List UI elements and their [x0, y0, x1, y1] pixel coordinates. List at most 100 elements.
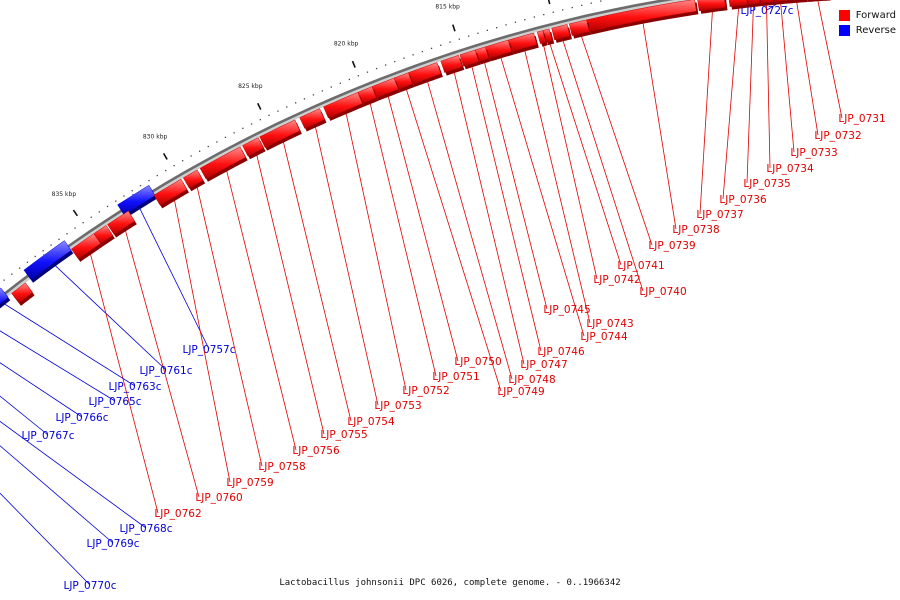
gene-LJP_0747[interactable]: [440, 54, 465, 76]
gene-LJP_0758[interactable]: [182, 169, 206, 192]
gene-label[interactable]: LJP_0745: [543, 304, 590, 316]
gene-label[interactable]: LJP_0748: [508, 374, 555, 386]
gene-label[interactable]: LJP_0749: [497, 386, 544, 398]
minor-tick: [115, 200, 117, 202]
gene-LJP_0737[interactable]: [697, 0, 728, 14]
gene-label[interactable]: LJP_0753: [374, 400, 421, 412]
gene-LJP_0735[interactable]: [746, 0, 762, 8]
gene-LJP_0761c[interactable]: [23, 240, 74, 283]
minor-tick: [552, 11, 554, 13]
gene-body: [182, 169, 204, 189]
gene-label[interactable]: LJP_0767c: [21, 430, 74, 442]
gene-LJP_0757c[interactable]: [117, 184, 158, 218]
gene-label[interactable]: LJP_0747: [520, 359, 567, 371]
gene-body: [407, 62, 442, 85]
gene-LJP_0738[interactable]: [586, 0, 699, 35]
gene-body: [371, 77, 399, 99]
minor-tick: [385, 64, 387, 66]
gene-LJP_0763c[interactable]: [0, 287, 11, 316]
gene-LJP_0754[interactable]: [259, 119, 302, 151]
major-tick: [162, 152, 168, 160]
gene-LJP_0746[interactable]: [459, 49, 481, 70]
gene-label[interactable]: LJP_0770c: [63, 580, 116, 592]
gene-LJP_0731[interactable]: [805, 0, 831, 2]
gene-body: [758, 0, 774, 4]
gene-label[interactable]: LJP_0769c: [86, 538, 139, 550]
gene-LJP_0734[interactable]: [758, 0, 776, 7]
gene-LJP_0745[interactable]: [474, 46, 491, 65]
tick-label: 815 kbp: [435, 3, 460, 10]
gene-label[interactable]: LJP_0759: [226, 477, 273, 489]
gene-label[interactable]: LJP_0755: [320, 429, 367, 441]
gene-leader-line: [255, 153, 325, 435]
gene-LJP_0736[interactable]: [728, 0, 750, 10]
gene-LJP_0749[interactable]: [393, 72, 415, 93]
gene-label[interactable]: LJP_0741: [617, 260, 664, 272]
gene-unlabeled[interactable]: [93, 225, 115, 247]
gene-label[interactable]: LJP_0732: [814, 130, 861, 142]
gene-label[interactable]: LJP_0743: [586, 318, 633, 330]
gene-leader-line: [580, 34, 653, 246]
gene-label[interactable]: LJP_0763c: [108, 381, 161, 393]
gene-LJP_0748[interactable]: [407, 62, 443, 87]
legend-forward-label: Forward: [855, 10, 896, 21]
gene-LJP_0755[interactable]: [242, 137, 266, 160]
genome-backbone: [0, 0, 674, 300]
gene-LJP_0742[interactable]: [536, 30, 548, 47]
minor-tick: [468, 35, 470, 37]
gene-label[interactable]: LJP_0751: [432, 371, 479, 383]
gene-label[interactable]: LJP_0727c: [740, 5, 793, 17]
minor-tick: [199, 150, 201, 152]
gene-unlabeled[interactable]: [11, 282, 35, 306]
gene-LJP_0740[interactable]: [551, 24, 572, 43]
minor-tick: [259, 119, 261, 121]
gene-LJP_0759[interactable]: [153, 178, 189, 209]
gene-leader-line: [132, 193, 210, 350]
minor-tick: [173, 165, 175, 167]
gene-label[interactable]: LJP_0768c: [119, 523, 172, 535]
gene-label[interactable]: LJP_0739: [648, 240, 695, 252]
minor-tick: [366, 71, 369, 73]
gene-label[interactable]: LJP_0765c: [88, 396, 141, 408]
gene-label[interactable]: LJP_0752: [402, 385, 449, 397]
gene-leader-line: [196, 185, 263, 467]
gene-LJP_0733[interactable]: [772, 0, 790, 5]
gene-label[interactable]: LJP_0740: [639, 286, 686, 298]
gene-LJP_0753[interactable]: [299, 108, 327, 132]
gene-label[interactable]: LJP_0733: [790, 147, 837, 159]
gene-LJP_0744[interactable]: [484, 39, 514, 62]
minor-tick: [207, 145, 209, 148]
gene-label[interactable]: LJP_0750: [454, 356, 501, 368]
gene-label[interactable]: LJP_0754: [347, 416, 395, 428]
gene-LJP_0743[interactable]: [507, 32, 539, 55]
gene-label[interactable]: LJP_0736: [719, 194, 767, 206]
gene-LJP_0756[interactable]: [199, 146, 248, 182]
gene-LJP_0760[interactable]: [107, 210, 137, 238]
gene-label[interactable]: LJP_0761c: [139, 365, 192, 377]
gene-LJP_0750[interactable]: [371, 77, 401, 101]
minor-tick: [250, 123, 253, 125]
gene-LJP_0751[interactable]: [357, 86, 379, 107]
gene-label[interactable]: LJP_0735: [743, 178, 790, 190]
gene-label[interactable]: LJP_0757c: [182, 344, 235, 356]
gene-label[interactable]: LJP_0737: [696, 209, 743, 221]
gene-label[interactable]: LJP_0756: [292, 445, 340, 457]
gene-label[interactable]: LJP_0746: [537, 346, 585, 358]
gene-LJP_0739[interactable]: [568, 19, 592, 39]
gene-label[interactable]: LJP_0762: [154, 508, 201, 520]
gene-label[interactable]: LJP_0744: [580, 331, 628, 343]
gene-label[interactable]: LJP_0742: [593, 274, 640, 286]
gene-label[interactable]: LJP_0760: [195, 492, 242, 504]
gene-leader-line: [817, 0, 843, 119]
gene-body: [0, 287, 9, 305]
gene-label[interactable]: LJP_0731: [838, 113, 885, 125]
gene-label[interactable]: LJP_0766c: [55, 412, 108, 424]
gene-LJP_0762[interactable]: [71, 233, 103, 262]
gene-label[interactable]: LJP_0738: [672, 224, 719, 236]
gene-label[interactable]: LJP_0758: [258, 461, 305, 473]
gene-leader-line: [500, 55, 585, 337]
gene-label[interactable]: LJP_0734: [766, 163, 814, 175]
gene-LJP_0752[interactable]: [323, 92, 365, 121]
gene-body: [323, 92, 363, 119]
